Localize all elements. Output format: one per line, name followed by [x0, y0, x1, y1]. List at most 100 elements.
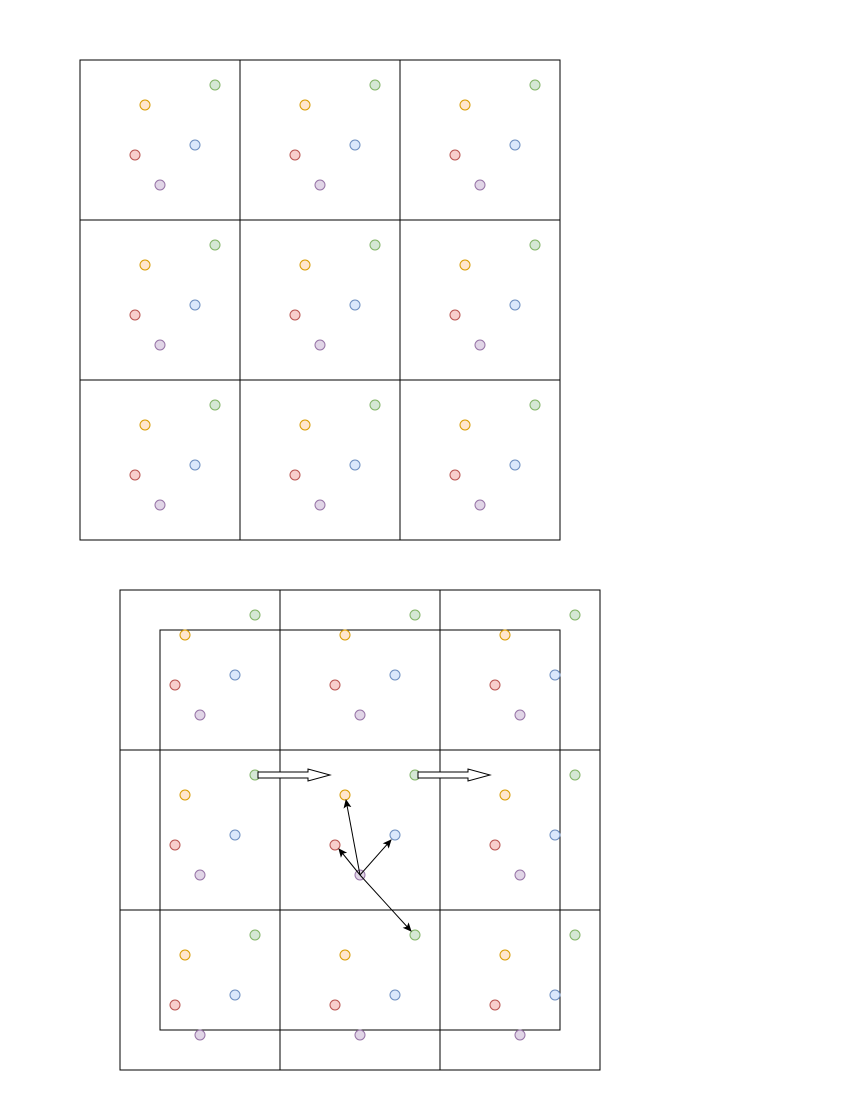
particle-red	[489, 999, 501, 1011]
particle-red	[449, 309, 461, 321]
particle-green	[409, 929, 421, 941]
particle-purple	[194, 709, 206, 721]
particle-red	[449, 149, 461, 161]
particle-purple	[314, 179, 326, 191]
top-periodic-grid	[79, 59, 561, 541]
particle-orange	[179, 629, 191, 641]
particle-red	[329, 839, 341, 851]
particle-purple	[314, 499, 326, 511]
arrow-to-red	[338, 848, 361, 876]
outer-cell	[439, 909, 601, 1071]
particle-red	[129, 149, 141, 161]
particle-green	[409, 609, 421, 621]
particle-blue	[389, 669, 401, 681]
particle-orange	[459, 419, 471, 431]
particle-orange	[179, 949, 191, 961]
particle-red	[489, 679, 501, 691]
interaction-arrows	[338, 799, 412, 932]
particle-orange	[459, 259, 471, 271]
particle-blue	[189, 139, 201, 151]
particle-green	[529, 239, 541, 251]
particle-green	[209, 79, 221, 91]
particle-green	[249, 929, 261, 941]
particle-green	[529, 79, 541, 91]
particle-blue	[389, 829, 401, 841]
particle-purple	[194, 1029, 206, 1041]
particle-purple	[314, 339, 326, 351]
particle-purple	[354, 1029, 366, 1041]
shift-arrow-right	[417, 768, 492, 782]
particle-blue	[549, 989, 561, 1001]
particle-orange	[339, 949, 351, 961]
particle-purple	[474, 179, 486, 191]
particle-red	[489, 839, 501, 851]
particle-blue	[549, 829, 561, 841]
particle-blue	[349, 299, 361, 311]
particle-orange	[499, 629, 511, 641]
particle-purple	[354, 709, 366, 721]
particle-orange	[499, 949, 511, 961]
particle-green	[249, 609, 261, 621]
bottom-inner-grid	[159, 629, 561, 1031]
particle-purple	[474, 499, 486, 511]
particle-orange	[299, 419, 311, 431]
particle-purple	[514, 1029, 526, 1041]
particle-blue	[509, 459, 521, 471]
bottom-particles	[169, 609, 581, 1041]
particle-purple	[194, 869, 206, 881]
particle-orange	[139, 419, 151, 431]
particle-blue	[189, 299, 201, 311]
particle-green	[569, 769, 581, 781]
particle-orange	[339, 789, 351, 801]
particle-purple	[514, 709, 526, 721]
particle-orange	[139, 99, 151, 111]
particle-green	[569, 609, 581, 621]
shift-arrow-left	[257, 768, 332, 782]
arrow-to-blue	[359, 839, 392, 876]
particle-orange	[499, 789, 511, 801]
particle-orange	[299, 99, 311, 111]
particle-red	[329, 999, 341, 1011]
particle-red	[169, 679, 181, 691]
particle-purple	[154, 499, 166, 511]
particle-orange	[339, 629, 351, 641]
particle-blue	[509, 139, 521, 151]
particle-orange	[459, 99, 471, 111]
particle-blue	[229, 669, 241, 681]
particle-purple	[154, 339, 166, 351]
particle-blue	[229, 989, 241, 1001]
particle-green	[209, 239, 221, 251]
particle-purple	[514, 869, 526, 881]
particle-blue	[349, 459, 361, 471]
particle-red	[289, 149, 301, 161]
particle-green	[369, 79, 381, 91]
particle-red	[169, 839, 181, 851]
top-cell	[399, 379, 561, 541]
particle-red	[329, 679, 341, 691]
particle-green	[529, 399, 541, 411]
particle-red	[129, 469, 141, 481]
particle-blue	[549, 669, 561, 681]
particle-green	[569, 929, 581, 941]
particle-purple	[474, 339, 486, 351]
particle-blue	[349, 139, 361, 151]
particle-blue	[229, 829, 241, 841]
bottom-outer-grid	[119, 589, 601, 1071]
particle-red	[129, 309, 141, 321]
particle-red	[169, 999, 181, 1011]
arrow-to-green	[359, 874, 412, 932]
particle-purple	[154, 179, 166, 191]
particle-red	[289, 309, 301, 321]
particle-red	[449, 469, 461, 481]
particle-red	[289, 469, 301, 481]
particle-blue	[189, 459, 201, 471]
particle-orange	[179, 789, 191, 801]
particle-blue	[389, 989, 401, 1001]
inner-shifted-box	[159, 629, 561, 1031]
particle-orange	[299, 259, 311, 271]
particle-green	[209, 399, 221, 411]
particle-blue	[509, 299, 521, 311]
arrow-to-orange	[343, 799, 361, 876]
